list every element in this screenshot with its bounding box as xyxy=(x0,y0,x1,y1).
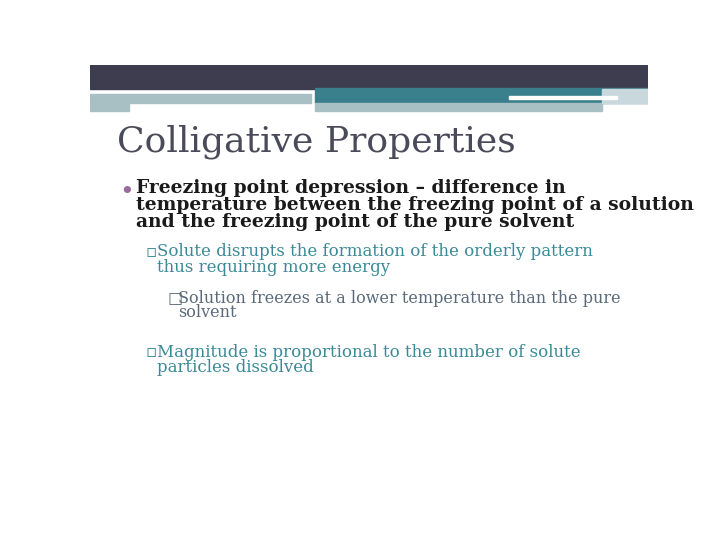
Text: ▫: ▫ xyxy=(145,343,157,362)
Text: thus requiring more energy: thus requiring more energy xyxy=(157,259,390,276)
Text: solvent: solvent xyxy=(179,304,237,321)
Text: Solute disrupts the formation of the orderly pattern: Solute disrupts the formation of the ord… xyxy=(157,244,593,260)
Text: and the freezing point of the pure solvent: and the freezing point of the pure solve… xyxy=(137,213,575,231)
Bar xyxy=(508,96,617,99)
Text: •: • xyxy=(120,180,134,204)
Bar xyxy=(601,90,648,103)
Bar xyxy=(90,103,129,111)
Bar xyxy=(315,88,648,103)
Text: Colligative Properties: Colligative Properties xyxy=(117,125,516,159)
Text: Solution freezes at a lower temperature than the pure: Solution freezes at a lower temperature … xyxy=(179,289,621,307)
Text: temperature between the freezing point of a solution: temperature between the freezing point o… xyxy=(137,195,694,214)
Bar xyxy=(90,94,311,103)
Text: □: □ xyxy=(168,289,183,305)
Text: Magnitude is proportional to the number of solute: Magnitude is proportional to the number … xyxy=(157,343,580,361)
Text: particles dissolved: particles dissolved xyxy=(157,359,313,376)
Text: ▫: ▫ xyxy=(145,244,157,261)
Bar xyxy=(315,103,601,111)
Text: Freezing point depression – difference in: Freezing point depression – difference i… xyxy=(137,179,566,197)
Bar xyxy=(90,65,648,90)
